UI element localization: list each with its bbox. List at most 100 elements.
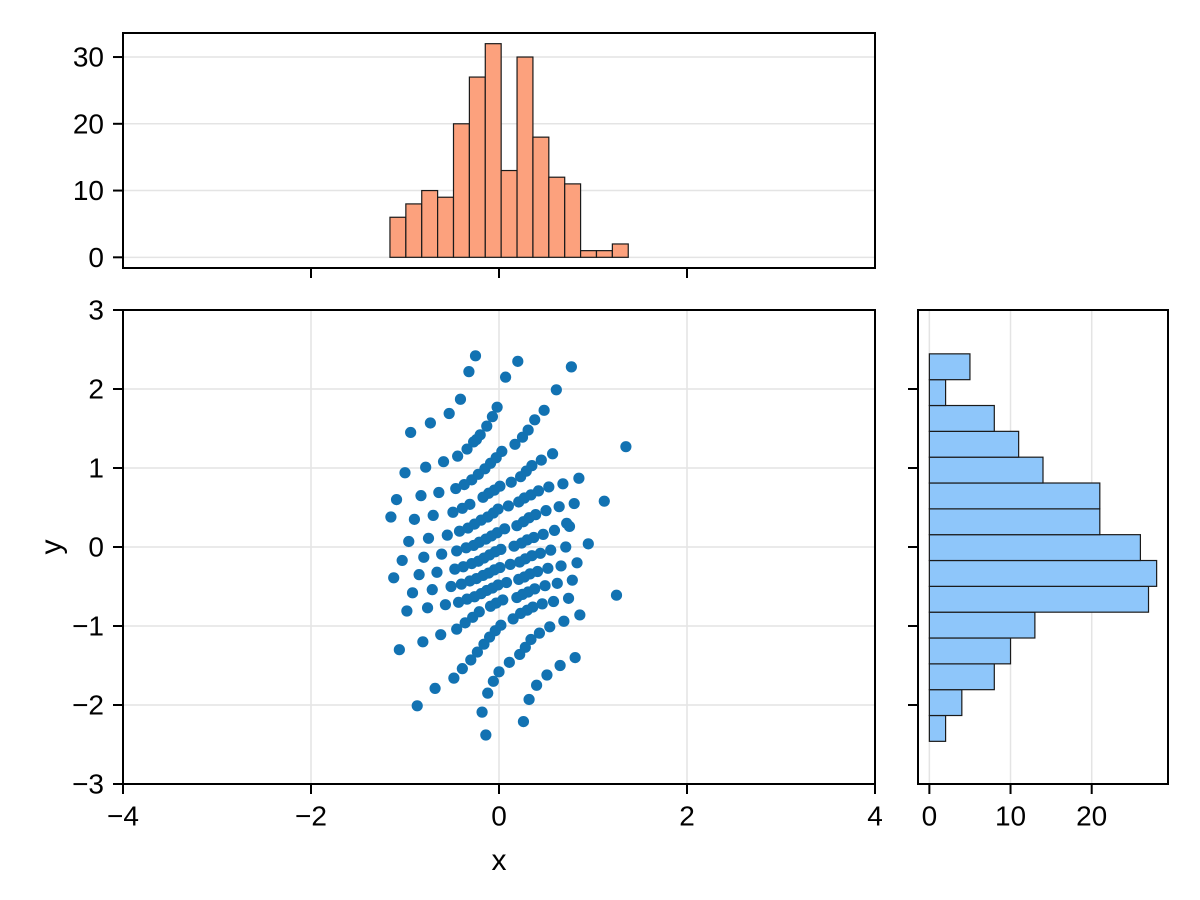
histogram-bar	[928, 611, 1036, 639]
scatter-point	[463, 366, 475, 378]
scatter-point	[447, 506, 459, 518]
scatter-point	[492, 579, 504, 591]
histogram-bar	[564, 183, 582, 258]
scatter-point	[486, 411, 499, 423]
scatter-point	[464, 498, 476, 510]
scatter-point	[536, 598, 548, 610]
scatter-point	[469, 350, 482, 362]
scatter-point	[529, 583, 541, 595]
tick-label: −2	[295, 801, 327, 832]
scatter-point	[571, 557, 583, 569]
tick-label: 0	[88, 242, 104, 273]
tick-label: 3	[88, 295, 104, 326]
scatter-point	[503, 656, 515, 668]
histogram-bar	[928, 663, 995, 691]
scatter-point	[396, 554, 408, 567]
scatter-point	[445, 580, 457, 593]
scatter-point	[456, 663, 468, 675]
scatter-point	[557, 478, 569, 490]
scatter-point	[426, 584, 438, 596]
scatter-point	[437, 456, 450, 468]
scatter-point	[431, 566, 443, 578]
scatter-point	[491, 401, 503, 413]
y-axis-label: y	[35, 539, 68, 555]
histogram-bar	[928, 456, 1044, 484]
tick-label: 2	[679, 801, 695, 832]
scatter-point	[450, 482, 462, 495]
tick-label: 30	[73, 42, 104, 73]
scatter-point	[448, 672, 460, 684]
histogram-bar	[928, 637, 1012, 665]
scatter-point	[461, 443, 473, 455]
scatter-point	[417, 636, 429, 648]
histogram-bar	[928, 482, 1101, 510]
scatter-point	[551, 577, 563, 589]
tick-label: −2	[72, 690, 104, 721]
scatter-point	[546, 448, 559, 460]
scatter-point	[534, 547, 546, 559]
histogram-bar	[928, 559, 1158, 587]
histogram-bar	[484, 43, 502, 258]
histogram-bar	[928, 430, 1020, 458]
scatter-point	[500, 576, 513, 589]
scatter-point	[441, 529, 453, 541]
scatter-point	[457, 561, 469, 573]
scatter-point	[424, 417, 436, 429]
scatter-point	[558, 615, 570, 627]
histogram-bar	[928, 404, 995, 432]
scatter-point	[563, 520, 576, 533]
scatter-point	[482, 687, 494, 699]
scatter-point	[512, 355, 524, 367]
scatter-point	[537, 528, 549, 540]
scatter-point	[555, 560, 567, 572]
tick-label: 0	[88, 532, 104, 563]
scatter-point	[519, 641, 531, 653]
histogram-bar	[928, 585, 1150, 613]
histogram-bar	[928, 508, 1101, 536]
histogram-bar	[405, 203, 423, 258]
scatter-point	[560, 541, 572, 553]
scatter-point	[415, 490, 427, 502]
scatter-point	[454, 393, 467, 405]
scatter-point	[413, 569, 425, 581]
scatter-point	[385, 511, 397, 523]
scatter-point	[496, 445, 508, 458]
scatter-point	[471, 646, 483, 658]
scatter-point	[439, 599, 452, 611]
scatter-point	[541, 669, 553, 681]
scatter-point	[408, 513, 420, 525]
scatter-point	[548, 524, 561, 537]
scatter-point	[538, 404, 550, 416]
scatter-point	[405, 426, 417, 439]
scatter-point	[582, 538, 594, 550]
histogram-bar	[548, 176, 566, 258]
histogram-bar	[452, 123, 470, 258]
scatter-point	[545, 544, 557, 556]
tick-label: −3	[72, 769, 104, 800]
tick-label: 4	[867, 801, 883, 832]
scatter-point	[433, 486, 445, 499]
histogram-bar	[516, 56, 534, 258]
tick-label: 0	[922, 801, 938, 832]
scatter-point	[443, 407, 455, 420]
scatter-point	[436, 548, 448, 560]
scatter-point	[543, 481, 555, 493]
tick-label: −1	[72, 611, 104, 642]
tick-label: 10	[73, 175, 104, 206]
scatter-point	[531, 565, 544, 578]
histogram-bar	[928, 689, 963, 717]
scatter-point	[504, 558, 516, 570]
scatter-point	[390, 494, 403, 506]
tick-label: 2	[88, 374, 104, 405]
scatter-point	[453, 525, 466, 537]
tick-label: 20	[1076, 801, 1107, 832]
histogram-bar	[928, 534, 1142, 562]
scatter-point	[473, 606, 485, 618]
scatter-point	[553, 501, 565, 513]
scatter-point	[495, 619, 507, 631]
scatter-point	[533, 627, 546, 639]
histogram-bar	[421, 189, 439, 258]
scatter-point	[474, 429, 486, 441]
scatter-point	[499, 523, 511, 535]
